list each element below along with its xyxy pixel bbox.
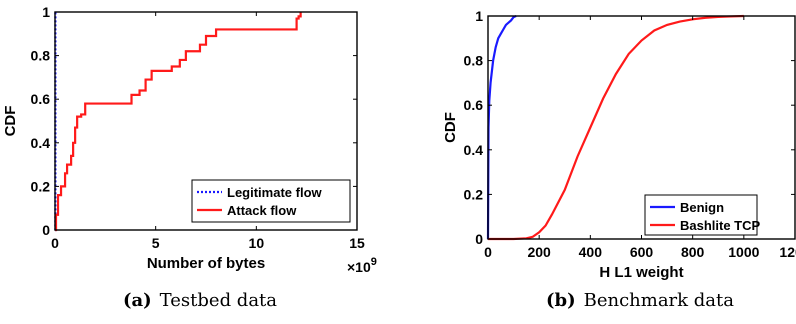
y-tick-label: 0.6 xyxy=(464,97,484,113)
x-tick-label: 800 xyxy=(681,244,705,260)
caption-text: Benchmark data xyxy=(584,290,735,311)
series-line-attack-flow xyxy=(54,12,302,232)
y-axis-label: CDF xyxy=(2,106,19,137)
y-tick-label: 0.6 xyxy=(31,91,51,107)
y-tick-label: 1 xyxy=(475,8,483,24)
legend-label: Bashlite TCP xyxy=(680,218,761,233)
x-tick-label: 1000 xyxy=(728,244,759,260)
y-tick-label: 0.8 xyxy=(464,53,484,69)
caption-tag: (b) xyxy=(546,290,576,311)
x-tick-label: 15 xyxy=(349,235,365,251)
caption-text: Testbed data xyxy=(160,290,278,311)
y-tick-label: 0 xyxy=(42,222,50,238)
legend-label: Attack flow xyxy=(227,203,297,218)
series-line-bashlite-tcp xyxy=(488,14,744,241)
x-tick-label: 200 xyxy=(527,244,551,260)
x-axis-label: Number of bytes xyxy=(147,255,265,272)
y-tick-label: 0.2 xyxy=(464,186,484,202)
x-exponent-power: 9 xyxy=(371,256,377,268)
x-exponent-label: ×109 xyxy=(347,256,377,275)
chart-panel-a: 0 5 10 15 0 0.2 0.4 0.6 0.8 1 Number of bytes CDF ×1… xyxy=(2,4,377,311)
x-tick-label: 0 xyxy=(51,235,59,251)
series-line-benign xyxy=(486,14,517,240)
x-tick-label: 400 xyxy=(579,244,603,260)
y-tick-label: 0.4 xyxy=(464,142,484,158)
x-tick-label: 10 xyxy=(249,235,265,251)
y-axis-label: CDF xyxy=(442,112,459,143)
figure-caption: (a) Testbed data xyxy=(123,290,277,311)
y-tick-label: 0.4 xyxy=(31,135,51,151)
legend-label: Legitimate flow xyxy=(227,185,323,200)
y-tick-label: 0.8 xyxy=(31,48,51,64)
legend-label: Benign xyxy=(680,200,724,215)
figure-caption: (b) Benchmark data xyxy=(546,290,734,311)
x-tick-label: 5 xyxy=(152,235,160,251)
x-exponent-base: ×10 xyxy=(347,259,371,275)
x-axis-label: H L1 weight xyxy=(599,264,683,281)
legend-box xyxy=(644,194,758,236)
x-tick-label: 600 xyxy=(630,244,654,260)
x-tick-label: 0 xyxy=(484,244,492,260)
plot-frame xyxy=(54,11,358,231)
y-tick-label: 0.2 xyxy=(31,178,51,194)
caption-tag: (a) xyxy=(123,290,152,311)
y-tick-label: 1 xyxy=(42,4,50,20)
y-tick-label: 0 xyxy=(475,231,483,247)
legend-box xyxy=(191,179,351,223)
